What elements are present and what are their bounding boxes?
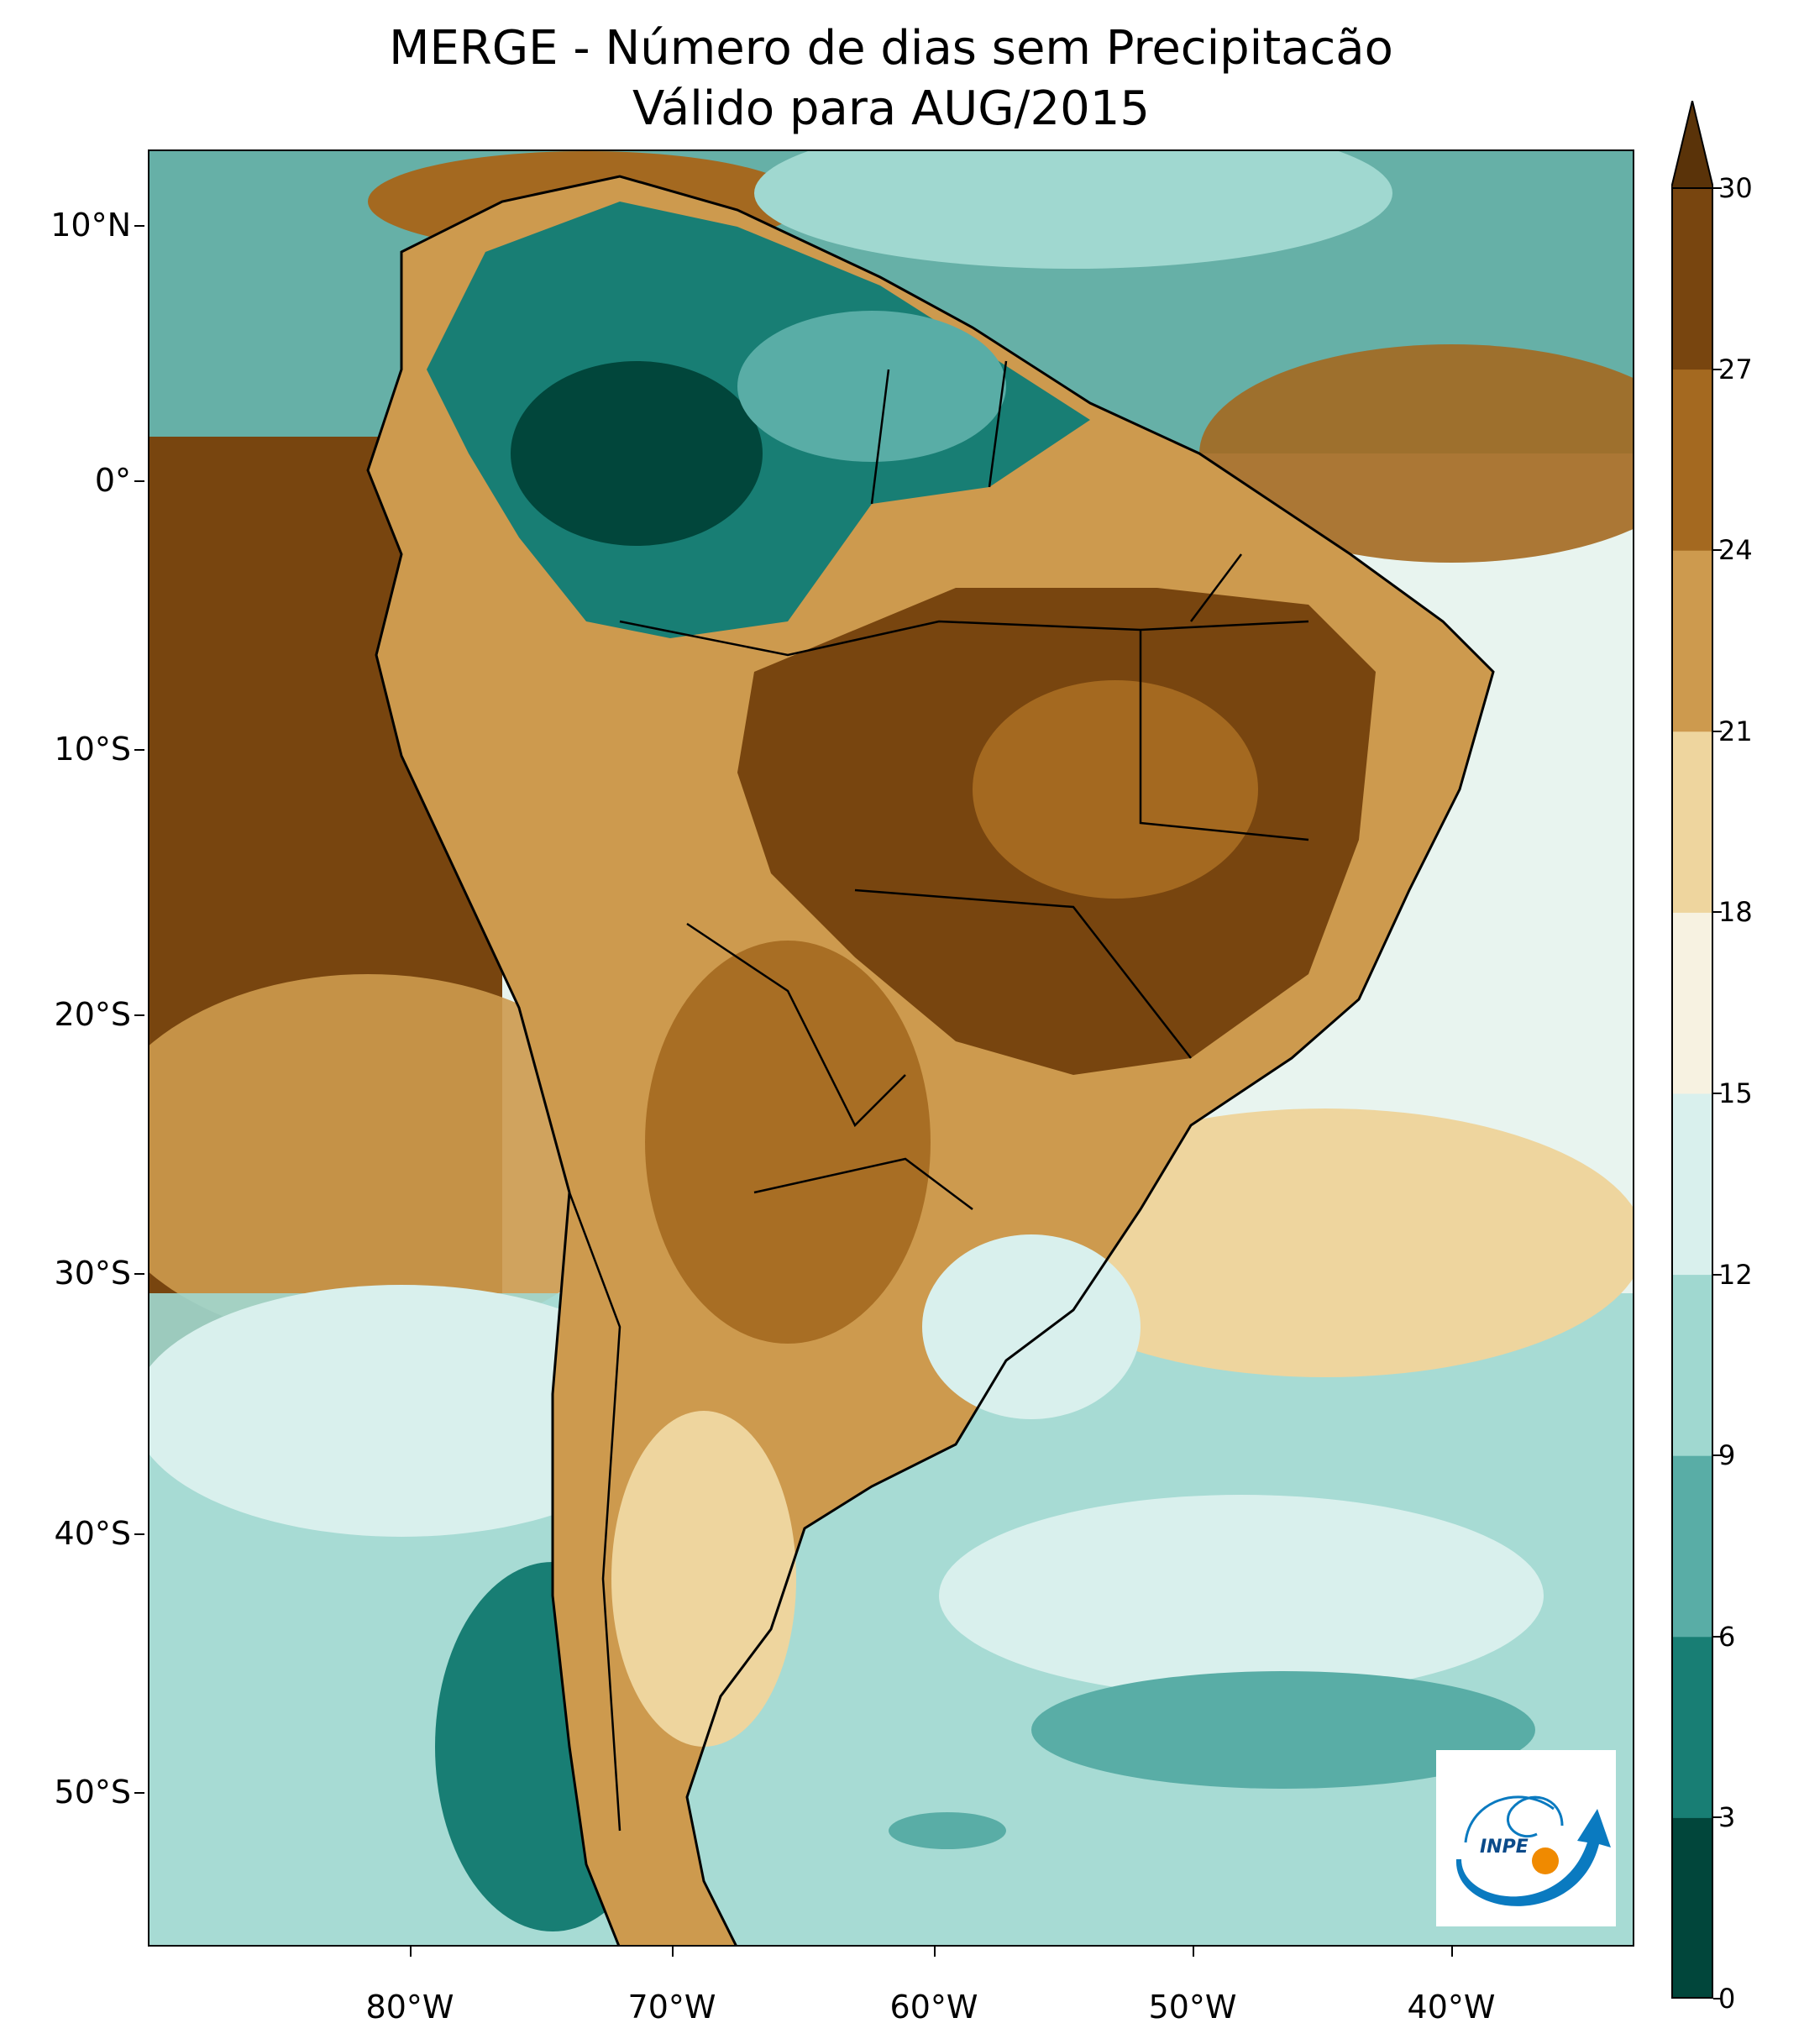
colorbar-tick-label: 9 <box>1718 1439 1736 1472</box>
colorbar-tick-label: 3 <box>1718 1801 1736 1834</box>
colorbar-tick <box>1713 1273 1722 1276</box>
colorbar-tick-label: 6 <box>1718 1620 1736 1653</box>
colorbar-tick-label: 30 <box>1718 172 1753 204</box>
lat-label-40s: 40°S <box>54 1515 131 1552</box>
lon-label-70w: 70°W <box>627 1989 716 2026</box>
colorbar-tick-label: 12 <box>1718 1258 1753 1291</box>
lon-tick <box>672 1947 674 1957</box>
falkland-islands <box>889 1812 1006 1849</box>
lon-label-40w: 40°W <box>1407 1989 1496 2026</box>
colorbar-segment <box>1671 912 1713 1094</box>
colorbar-border <box>1671 187 1713 1999</box>
colorbar-tick <box>1713 1454 1722 1457</box>
colorbar-segment <box>1671 188 1713 370</box>
lon-label-80w: 80°W <box>365 1989 454 2026</box>
northwest-amazon-core <box>511 361 763 546</box>
map-subtitle: Válido para AUG/2015 <box>632 81 1151 136</box>
colorbar-tick <box>1713 911 1722 914</box>
colorbar-segment <box>1671 1093 1713 1276</box>
central-brazil-core <box>973 680 1258 899</box>
colorbar-tick-label: 18 <box>1718 896 1753 929</box>
lat-label-30s: 30°S <box>54 1255 131 1292</box>
pacific-transition <box>149 974 645 1344</box>
colorbar-segment <box>1671 369 1713 551</box>
lat-tick <box>134 1273 144 1275</box>
colorbar-tick <box>1713 1635 1722 1638</box>
south-pacific-light <box>149 1285 670 1537</box>
lat-tick <box>134 1014 144 1016</box>
lat-tick <box>134 1533 144 1535</box>
colorbar-extend-arrow <box>1671 101 1713 189</box>
lat-tick <box>134 480 144 482</box>
colorbar-segment <box>1671 731 1713 913</box>
south-atlantic-light <box>939 1495 1544 1696</box>
southern-brazil-light <box>922 1234 1141 1419</box>
colorbar-tick-label: 21 <box>1718 715 1753 747</box>
logo-orbit-arc <box>1464 1795 1555 1843</box>
atlantic-north-band <box>754 151 1392 269</box>
colorbar-tick <box>1713 1816 1722 1819</box>
precipitation-map <box>149 151 1633 1945</box>
lon-tick <box>934 1947 936 1957</box>
atlantic-dry-band <box>1199 344 1633 563</box>
lat-tick <box>134 1792 144 1794</box>
lat-tick <box>134 225 144 227</box>
patagonia-dry <box>611 1411 796 1747</box>
colorbar-tick <box>1713 1998 1722 1999</box>
lon-tick <box>1451 1947 1453 1957</box>
colorbar-segment <box>1671 1274 1713 1456</box>
colorbar-tick-label: 27 <box>1718 353 1753 385</box>
colorbar-tick <box>1713 549 1722 552</box>
colorbar-segment <box>1671 550 1713 732</box>
lat-label-10s: 10°S <box>54 731 131 768</box>
lat-tick <box>134 749 144 751</box>
lon-label-50w: 50°W <box>1148 1989 1237 2026</box>
colorbar-tick-label: 15 <box>1718 1077 1753 1109</box>
inpe-logo-graphic: INPE <box>1455 1795 1611 1906</box>
colorbar-tick-label: 0 <box>1718 1983 1736 2015</box>
lat-label-10n: 10°N <box>50 207 131 244</box>
coastline <box>366 175 1495 1945</box>
logo-sun-dot <box>1532 1847 1559 1874</box>
lat-label-20s: 20°S <box>54 996 131 1033</box>
inpe-logo: INPE <box>1436 1750 1616 1926</box>
lat-label-0: 0° <box>94 462 131 499</box>
colorbar-tick <box>1713 730 1722 732</box>
lon-label-60w: 60°W <box>889 1989 978 2026</box>
colorbar-tick <box>1713 368 1722 370</box>
south-atlantic-transition <box>1006 1108 1633 1377</box>
colorbar-segment <box>1671 1636 1713 1818</box>
lon-tick <box>1193 1947 1194 1957</box>
logo-inner-arc <box>1506 1795 1564 1838</box>
map-title: MERGE - Número de dias sem Precipitacão <box>389 21 1393 76</box>
colorbar-tick-label: 24 <box>1718 534 1753 567</box>
logo-swoosh <box>1455 1809 1611 1906</box>
colorbar-segment <box>1671 1817 1713 1999</box>
colorbar-segment <box>1671 1455 1713 1638</box>
argentina-dry <box>645 941 931 1344</box>
colorbar-tick <box>1713 187 1722 189</box>
map-area <box>148 149 1634 1947</box>
logo-text: INPE <box>1480 1837 1529 1858</box>
guiana-wet <box>737 311 1006 462</box>
country-borders <box>568 360 1309 1832</box>
lat-label-50s: 50°S <box>54 1774 131 1811</box>
lon-tick <box>410 1947 412 1957</box>
colorbar <box>1671 101 1713 1999</box>
south-atlantic-band <box>1031 1671 1535 1789</box>
colorbar-tick <box>1713 1093 1722 1094</box>
